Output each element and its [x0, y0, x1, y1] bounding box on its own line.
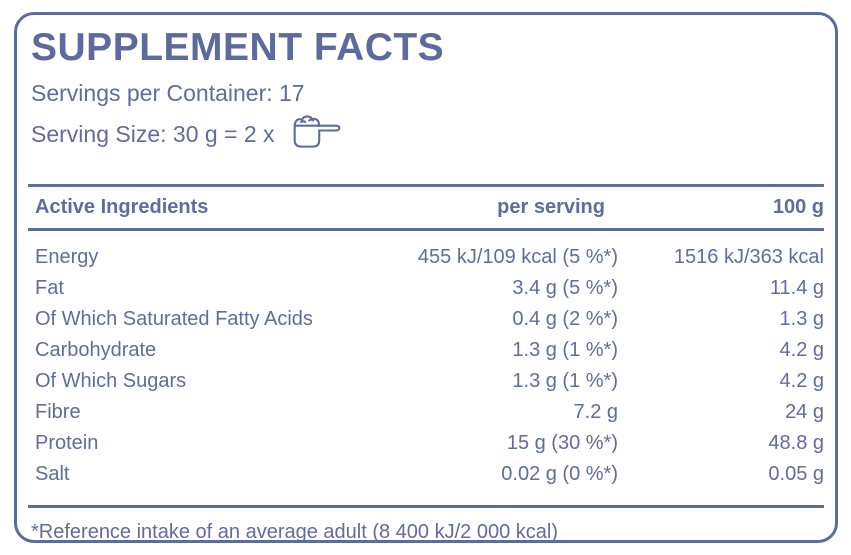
- ingredient-name: Of Which Sugars: [35, 370, 187, 392]
- panel-content: SUPPLEMENT FACTS Servings per Container:…: [17, 15, 835, 543]
- per-serving-value: 7.2 g: [573, 401, 618, 423]
- per-100g-value: 48.8 g: [768, 432, 824, 454]
- table-row: Salt 0.02 g (0 %*) 0.05 g: [28, 459, 824, 490]
- per-100g-value: 1.3 g: [779, 308, 824, 330]
- column-header-per-serving: per serving: [497, 196, 605, 218]
- page-title: SUPPLEMENT FACTS: [31, 26, 445, 69]
- measuring-scoop-icon: [285, 110, 343, 160]
- servings-per-container-text: Servings per Container: 17: [31, 80, 305, 106]
- table-row: Fibre 7.2 g 24 g: [28, 397, 824, 428]
- table-row: Energy 455 kJ/109 kcal (5 %*) 1516 kJ/36…: [28, 242, 824, 273]
- per-100g-value: 1516 kJ/363 kcal: [673, 246, 824, 268]
- per-serving-value: 3.4 g (5 %*): [512, 277, 618, 299]
- per-serving-value: 1.3 g (1 %*): [512, 370, 618, 392]
- column-header-ingredients: Active Ingredients: [35, 196, 209, 218]
- per-100g-value: 24 g: [785, 401, 824, 423]
- ingredient-name: Energy: [35, 246, 99, 268]
- per-100g-value: 11.4 g: [769, 277, 824, 299]
- table-row: Of Which Saturated Fatty Acids 0.4 g (2 …: [28, 304, 824, 335]
- serving-size-row: Serving Size: 30 g = 2 x: [31, 108, 824, 160]
- table-row: Fat 3.4 g (5 %*) 11.4 g: [28, 273, 824, 304]
- per-100g-value: 4.2 g: [779, 370, 824, 392]
- per-serving-value: 0.02 g (0 %*): [501, 463, 618, 485]
- ingredient-name: Of Which Saturated Fatty Acids: [35, 308, 313, 330]
- per-serving-value: 455 kJ/109 kcal (5 %*): [417, 246, 618, 268]
- table-body: Energy 455 kJ/109 kcal (5 %*) 1516 kJ/36…: [28, 231, 824, 490]
- reference-intake-footnote: *Reference intake of an average adult (8…: [31, 521, 558, 543]
- serving-size-text: Serving Size: 30 g = 2 x: [31, 121, 275, 147]
- table-row: Protein 15 g (30 %*) 48.8 g: [28, 428, 824, 459]
- divider-footer: [28, 505, 824, 508]
- per-serving-value: 15 g (30 %*): [506, 432, 618, 454]
- per-serving-value: 0.4 g (2 %*): [512, 308, 618, 330]
- per-serving-value: 1.3 g (1 %*): [512, 339, 618, 361]
- ingredient-name: Carbohydrate: [35, 339, 157, 361]
- per-100g-value: 0.05 g: [768, 463, 824, 485]
- table-header-row: Active Ingredients per serving 100 g: [28, 187, 824, 228]
- ingredient-name: Salt: [35, 463, 70, 485]
- table-row: Carbohydrate 1.3 g (1 %*) 4.2 g: [28, 335, 824, 366]
- divider-top: [28, 184, 824, 187]
- column-header-100g: 100 g: [772, 196, 824, 218]
- table-row: Of Which Sugars 1.3 g (1 %*) 4.2 g: [28, 366, 824, 397]
- ingredient-name: Fat: [35, 277, 64, 299]
- supplement-facts-panel: SUPPLEMENT FACTS Servings per Container:…: [14, 12, 838, 543]
- divider-header: [28, 228, 824, 231]
- ingredient-name: Protein: [35, 432, 99, 454]
- per-100g-value: 4.2 g: [779, 339, 824, 361]
- ingredient-name: Fibre: [35, 401, 81, 423]
